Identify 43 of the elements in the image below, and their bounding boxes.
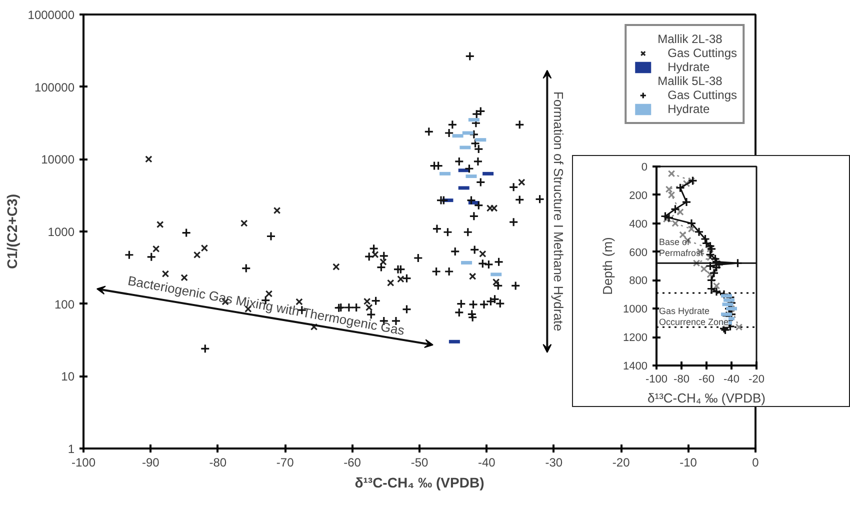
y-tick-label: 1000000 (28, 8, 75, 22)
x-tick-label: -80 (209, 456, 227, 470)
y-axis-title: Depth (m) (600, 237, 616, 295)
y-tick-label: 1 (68, 442, 75, 456)
y-tick-label: 1400 (623, 360, 648, 372)
legend-label: Gas Cuttings (666, 46, 737, 60)
y-tick-label: 600 (629, 246, 648, 259)
x-tick-label: -100 (645, 374, 668, 386)
x-tick-label: -40 (478, 456, 496, 470)
y-tick-label: 10000 (41, 152, 75, 167)
x-tick-label: -90 (142, 456, 160, 470)
y-tick-label: 100000 (34, 80, 75, 94)
legend-label: Hydrate (666, 60, 710, 74)
x-tick-label: -60 (344, 456, 362, 470)
x-tick-label: -100 (71, 456, 96, 470)
x-tick-label: -20 (748, 374, 764, 386)
x-tick-label: -60 (698, 374, 714, 386)
y-tick-label: 400 (629, 218, 648, 230)
x-axis-title: δ¹³C-CH₄ ‰ (VPDB) (648, 390, 766, 406)
y-tick-label: 1000 (48, 225, 75, 239)
x-axis-title: δ¹³C-CH₄ ‰ (VPDB) (354, 474, 484, 490)
y-tick-label: 800 (629, 275, 648, 288)
x-tick-label: -30 (545, 456, 563, 470)
x-tick-label: -80 (674, 374, 690, 386)
y-tick-label: 100 (54, 297, 75, 312)
y-tick-label: 200 (629, 190, 648, 202)
legend-label: Hydrate (666, 102, 710, 116)
annotation: Mallik 2L-38 (658, 32, 722, 46)
y-axis-title: C1/(C2+C3) (4, 194, 20, 270)
ref-line-label: Gas Hydrate Occurrence Zone (659, 306, 729, 328)
x-tick-label: 0 (752, 456, 760, 470)
annotation: Formation of Structure I Methane Hydrate (551, 91, 566, 332)
y-tick-label: 0 (641, 162, 648, 174)
x-tick-label: -40 (724, 374, 740, 386)
y-tick-label: 1000 (623, 304, 648, 316)
x-tick-label: -70 (276, 456, 294, 470)
legend-label: Gas Cuttings (666, 88, 737, 102)
y-tick-label: 1200 (623, 332, 648, 344)
x-tick-label: -50 (410, 456, 428, 470)
annotation: Mallik 5L-38 (658, 74, 722, 88)
x-tick-label: -10 (680, 456, 698, 470)
x-tick-label: -20 (612, 456, 630, 470)
y-tick-label: 10 (61, 370, 75, 384)
